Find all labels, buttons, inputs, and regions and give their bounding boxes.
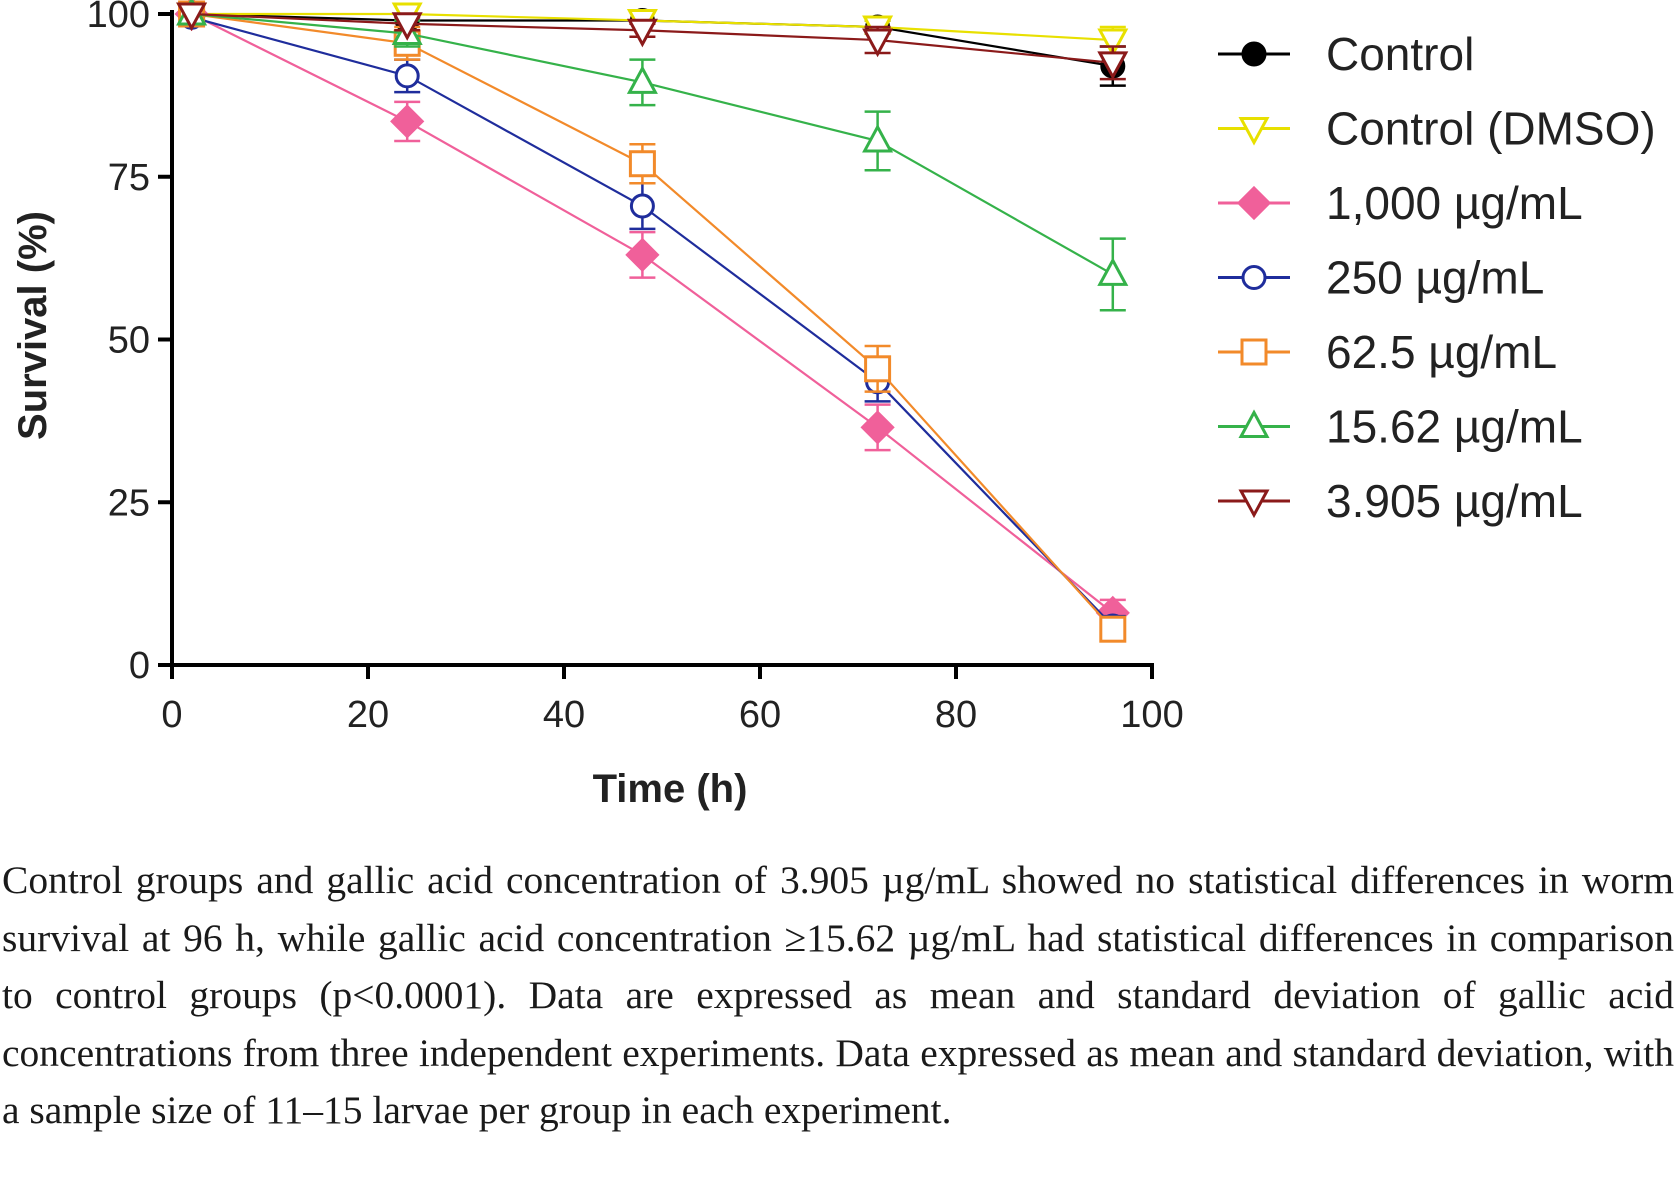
series-6	[176, 2, 1129, 81]
data-point	[391, 12, 423, 41]
y-tick-label: 0	[129, 645, 150, 687]
legend-label: 15.62 µg/mL	[1326, 401, 1583, 453]
legend-swatch-marker	[1238, 489, 1270, 519]
data-point	[864, 355, 892, 383]
series-4	[178, 0, 1127, 643]
series-2	[174, 0, 1130, 631]
legend-label: Control (DMSO)	[1326, 103, 1656, 155]
data-point	[628, 150, 656, 178]
data-point	[176, 2, 208, 32]
legend-entry: Control	[1218, 28, 1474, 80]
legend-swatch-marker	[1241, 265, 1267, 290]
data-point	[860, 410, 895, 445]
legend-label: Control	[1326, 28, 1474, 80]
legend-entry: 1,000 µg/mL	[1218, 177, 1583, 229]
data-point	[862, 123, 894, 153]
y-tick-label: 25	[108, 482, 150, 524]
legend-label: 1,000 µg/mL	[1326, 177, 1583, 229]
legend-entry: 62.5 µg/mL	[1218, 326, 1557, 378]
survival-chart: 0 25 50 75 100 0 20 40 60 80 100 Time (h) Survival (…	[11, 0, 1656, 811]
y-tick-label: 75	[108, 157, 150, 199]
x-tick-label: 80	[935, 694, 977, 736]
data-point	[626, 18, 658, 48]
legend-entry: 250 µg/mL	[1218, 252, 1544, 304]
chart-series	[174, 0, 1130, 643]
data-point	[626, 65, 658, 94]
data-point	[625, 237, 660, 272]
legend-swatch-marker	[1241, 41, 1267, 67]
legend-label: 250 µg/mL	[1326, 252, 1544, 304]
series-line	[191, 16, 1114, 627]
x-tick-label: 40	[543, 694, 585, 736]
legend-swatch-marker	[1240, 338, 1268, 366]
data-point	[862, 28, 894, 58]
x-tick-label: 100	[1120, 694, 1183, 736]
legend-entry: 3.905 µg/mL	[1218, 475, 1583, 527]
x-tick-label: 60	[739, 694, 781, 736]
x-axis-title: Time (h)	[593, 767, 748, 811]
data-point	[394, 63, 420, 89]
data-point	[629, 193, 655, 219]
chart-axes: 0 25 50 75 100 0 20 40 60 80 100 Time (h) Survival (…	[11, 0, 1184, 811]
chart-legend: Control Control (DMSO) 1,000 µg/mL 250 µg/m…	[1218, 28, 1656, 527]
legend-label: 3.905 µg/mL	[1326, 475, 1583, 527]
x-tick-label: 20	[347, 694, 389, 736]
data-point	[1097, 51, 1129, 80]
figure-caption: Control groups and gallic acid concentra…	[2, 858, 1674, 1132]
legend-swatch-marker	[1236, 185, 1272, 221]
data-point	[1099, 615, 1127, 643]
x-tick-label: 0	[161, 694, 182, 736]
data-point	[1097, 28, 1129, 58]
series-3	[179, 4, 1126, 639]
y-axis-title: Survival (%)	[11, 211, 55, 440]
data-point	[390, 104, 425, 139]
legend-swatch-marker	[1238, 117, 1270, 146]
legend-entry: Control (DMSO)	[1218, 103, 1656, 155]
series-line	[191, 13, 1114, 614]
legend-entry: 15.62 µg/mL	[1218, 401, 1583, 453]
legend-swatch-marker	[1238, 409, 1270, 438]
legend-label: 62.5 µg/mL	[1326, 326, 1557, 378]
y-tick-label: 100	[87, 0, 150, 36]
data-point	[1097, 257, 1129, 286]
series-5	[176, 0, 1129, 312]
y-tick-label: 50	[108, 320, 150, 362]
